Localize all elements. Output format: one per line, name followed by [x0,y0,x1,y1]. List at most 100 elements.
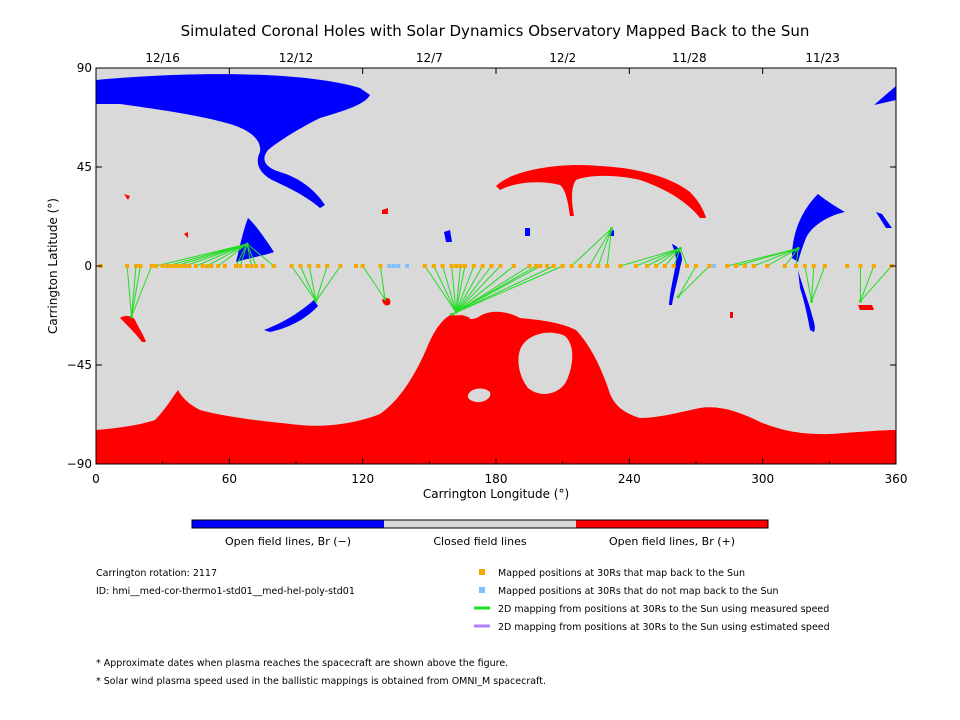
measured-mapping-line [455,265,461,313]
footpoint-marker [314,299,318,303]
footpoint-marker [610,227,614,231]
mapped-back-point [707,264,712,268]
measured-mapping-line [860,265,892,302]
measured-mapping-line [664,248,681,267]
measured-mapping-line [217,243,248,267]
mapped-back-point [596,264,601,268]
plot-area [95,67,897,465]
mapped-back-point [634,264,638,268]
measured-mapping-line [451,265,563,315]
mapped-back-point [811,264,816,268]
x-tick-label: 60 [222,472,237,486]
measured-mapping-line [239,243,248,267]
mapped-back-point [360,264,365,268]
mapped-back-point [822,264,827,268]
measured-mapping-line [606,228,613,267]
red-patch-near-15 [120,315,146,342]
measured-mapping-line [455,265,475,313]
mapped-back-point [245,264,250,268]
measured-speed-mapping-lines [126,228,892,317]
blue-patch-upper-right [874,86,896,105]
mapped-back-point [378,264,383,268]
mapped-back-point [489,264,494,268]
north-polar-hole-negative [96,74,370,208]
colorbar-label-negative: Open field lines, Br (−) [225,535,351,548]
mapped-back-point [254,264,258,268]
blue-patch-near-158 [444,230,452,242]
footnote-speed: * Solar wind plasma speed used in the ba… [96,676,546,687]
colorbar-negative [192,520,384,528]
mapped-back-point [802,264,807,268]
mapped-back-point [178,264,183,268]
coronal-hole-regions [96,74,896,464]
measured-mapping-line [451,265,554,315]
measured-mapping-line [433,265,457,313]
mapped-back-point [165,264,170,268]
legend-label-not-mapped: Mapped positions at 30Rs that do not map… [498,586,779,597]
blue-filament-near-262 [669,244,682,305]
measured-mapping-line [246,243,275,267]
measured-mapping-line [206,243,248,267]
mapped-back-point [765,264,770,268]
measured-mapping-line [677,265,710,298]
mapped-back-point [134,264,138,268]
mapped-back-point [138,264,143,268]
mapped-back-point [182,264,187,268]
mapped-back-point [527,264,532,268]
mapped-back-point [751,264,756,268]
colorbar: Open field lines, Br (−) Closed field li… [191,519,769,548]
y-tick-label: 0 [84,259,92,273]
mapped-back-point [422,264,427,268]
measured-mapping-line [571,228,612,267]
colorbar-positive [576,520,768,528]
footpoint-marker [454,310,458,314]
measured-mapping-line [195,243,248,267]
mapped-back-point [845,264,850,268]
measured-mapping-line [811,265,826,302]
mapped-back-point [174,264,178,268]
not-mapped-back-point [387,264,392,268]
x-tick-label: 0 [92,472,100,486]
mapped-back-point [742,264,747,268]
footpoint-marker [130,315,134,319]
measured-mapping-line [246,243,257,267]
measured-mapping-line [131,265,153,317]
measured-mapping-line [126,265,133,317]
mapped-back-point [209,264,214,268]
mapped-back-point [160,264,165,268]
mapped-back-point [316,264,321,268]
mapped-back-point [534,264,538,268]
mapped-back-point [307,264,312,268]
mapped-back-point [458,264,463,268]
measured-mapping-line [804,265,813,302]
mapped-back-point [260,264,265,268]
blue-filament-near-322 [798,270,815,332]
legend: Mapped positions at 30Rs that map back t… [474,568,830,633]
measured-mapping-line [424,265,457,313]
date-tick-label: 12/12 [279,51,314,65]
x-tick-label: 300 [751,472,774,486]
mapped-back-point [734,264,738,268]
blue-hole-near-320 [792,194,845,262]
measured-mapping-line [677,265,697,298]
measured-mapping-line [184,243,248,267]
y-tick-label: 90 [77,61,92,75]
closed-island-south-a [518,332,573,394]
mapped-back-point [187,264,192,268]
mapped-back-point [605,264,610,268]
mapped-back-point [298,264,303,268]
mapped-back-point [216,264,221,268]
mapped-back-point [205,264,210,268]
measured-mapping-line [673,248,681,267]
mapped-back-point [238,264,243,268]
measured-mapping-line [753,247,799,267]
red-dot-3 [184,232,188,238]
north-red-hole [496,164,706,218]
mapped-back-point [618,264,623,268]
mapped-back-point [234,264,238,268]
footpoint-marker [450,312,454,316]
measured-mapping-line [597,228,613,267]
y-axis-label: Carrington Latitude (°) [46,198,60,334]
date-tick-label: 11/23 [805,51,840,65]
